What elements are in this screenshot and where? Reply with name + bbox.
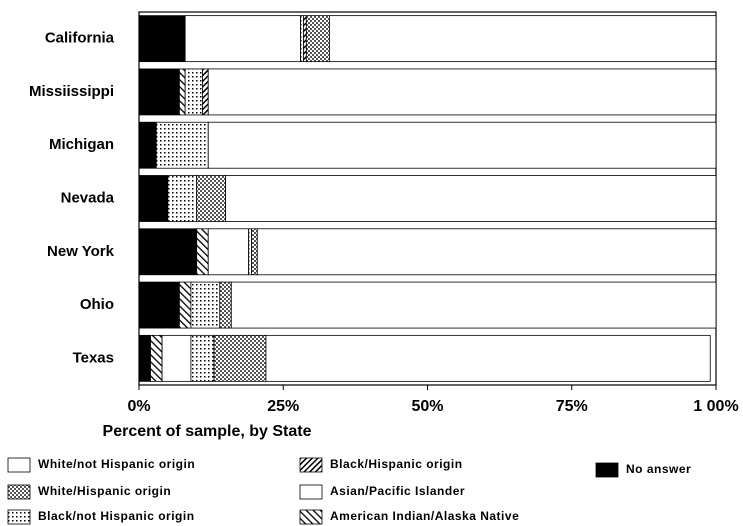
bar-segment	[138, 175, 169, 222]
legend-label: No answer	[626, 462, 691, 476]
legend-swatch	[7, 509, 31, 525]
bar-segment	[178, 68, 186, 116]
y-tick-label: Ohio	[80, 296, 114, 313]
bar-segment	[256, 228, 717, 276]
bar-segment	[230, 281, 717, 329]
bar-segment	[184, 15, 301, 63]
bar-segment	[329, 15, 717, 63]
bar-segment	[138, 228, 198, 276]
bar-segment	[190, 334, 215, 382]
bar-segment	[207, 228, 250, 276]
bar-segment	[202, 68, 209, 116]
bar-segment	[184, 68, 203, 116]
bar-segment	[305, 15, 330, 63]
bar-segment	[167, 175, 198, 222]
bar-segment	[150, 334, 163, 382]
bar-segment	[138, 281, 180, 329]
legend-label: Black/not Hispanic origin	[38, 509, 195, 523]
legend-label: Black/Hispanic origin	[330, 457, 463, 471]
x-tick-label: 0%	[127, 398, 150, 415]
bar-segment	[251, 228, 258, 276]
y-tick-label: California	[45, 30, 115, 47]
bar-segment	[155, 121, 209, 169]
y-tick-label: Texas	[73, 349, 114, 366]
y-tick-label: Michigan	[49, 136, 114, 153]
legend-swatch	[7, 457, 31, 473]
legend-swatch	[7, 484, 31, 500]
x-tick-label: 50%	[411, 398, 443, 415]
bar-segment	[248, 228, 252, 276]
bar-segment	[161, 334, 192, 382]
x-axis-label: Percent of sample, by State	[103, 423, 312, 440]
bar-segment	[207, 121, 717, 169]
legend-swatch	[299, 509, 323, 525]
bar-segment	[219, 281, 232, 329]
bar-segment	[138, 334, 151, 382]
y-tick-label: Missiissippi	[29, 83, 114, 100]
bar-segment	[138, 15, 186, 63]
x-tick-label: 25%	[267, 398, 299, 415]
bar-segment	[207, 68, 717, 116]
bar-segment	[225, 175, 717, 222]
bar-segment	[196, 175, 226, 222]
legend-swatch	[299, 457, 323, 473]
legend-label: White/Hispanic origin	[38, 484, 171, 498]
bar-segment	[303, 15, 307, 63]
legend-swatch	[299, 484, 323, 500]
legend-label: Asian/Pacific Islander	[330, 484, 465, 498]
legend-label: White/not Hispanic origin	[38, 457, 195, 471]
y-tick-label: New York	[47, 243, 115, 260]
bar-segment	[138, 121, 157, 169]
bar-segment	[213, 334, 267, 382]
bar-segment	[196, 228, 209, 276]
x-tick-label: 75%	[556, 398, 588, 415]
bar-segment	[190, 281, 221, 329]
legend-label: American Indian/Alaska Native	[330, 509, 519, 523]
y-tick-label: Nevada	[61, 189, 115, 206]
legend-swatch	[595, 462, 619, 478]
bar-segment	[138, 68, 180, 116]
bar-segment	[300, 15, 304, 63]
bar-segment	[178, 281, 192, 329]
bar-segment	[265, 334, 711, 382]
x-tick-label: 1 00%	[693, 398, 738, 415]
